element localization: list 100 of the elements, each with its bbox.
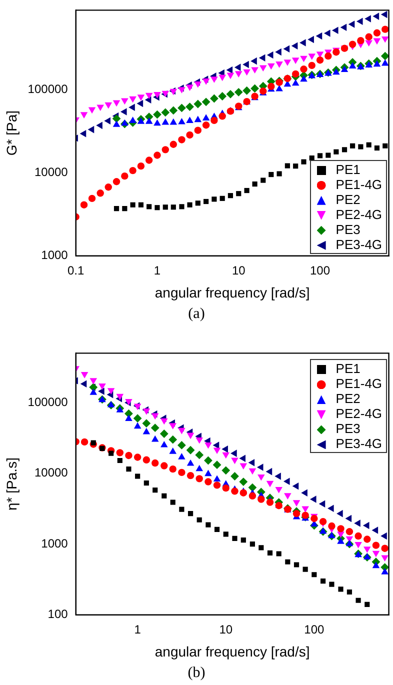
point [342, 147, 348, 152]
point [210, 94, 218, 103]
point [292, 510, 300, 518]
point [337, 532, 344, 538]
point [80, 130, 86, 138]
x-tick-label: 1 [134, 622, 142, 636]
point [284, 163, 290, 168]
point [108, 450, 114, 456]
point [268, 172, 274, 178]
point [114, 206, 120, 212]
point [154, 205, 160, 210]
text: (a) [187, 306, 206, 323]
point [212, 196, 217, 202]
point [283, 478, 290, 486]
point [120, 108, 127, 116]
point [308, 54, 316, 60]
legend-label: PE1 [334, 361, 362, 376]
point [125, 414, 132, 421]
point [324, 30, 330, 37]
point [80, 372, 88, 378]
point [145, 156, 153, 164]
point [194, 81, 202, 88]
point [381, 544, 388, 552]
point [186, 116, 194, 123]
point [104, 184, 112, 191]
point [133, 414, 142, 423]
point [328, 504, 334, 512]
y-tick-label: 1000 [41, 248, 68, 262]
point [240, 538, 246, 543]
point [168, 435, 178, 444]
point [112, 120, 120, 127]
point [112, 100, 120, 107]
point [356, 18, 363, 26]
point [154, 92, 161, 98]
point [96, 122, 102, 130]
point [186, 446, 195, 454]
point [380, 52, 389, 60]
point [204, 442, 212, 449]
point [196, 464, 203, 472]
y-tick-label: 10000 [34, 466, 68, 480]
point [129, 116, 136, 123]
point [222, 446, 228, 453]
point [239, 478, 248, 486]
point [232, 536, 238, 542]
point [329, 582, 334, 587]
point [213, 448, 221, 454]
point [381, 59, 389, 66]
y-tick-label: 10000 [34, 164, 68, 179]
point [80, 380, 87, 388]
point [80, 438, 88, 446]
point [186, 459, 194, 466]
point [308, 62, 316, 70]
point [252, 181, 258, 187]
point [380, 532, 387, 540]
point [210, 76, 218, 83]
point [274, 472, 281, 480]
point [160, 418, 168, 425]
point [204, 478, 212, 486]
point [130, 202, 136, 208]
point [337, 538, 344, 544]
legend-label: PE2 [334, 391, 362, 406]
point [316, 32, 322, 40]
point [218, 92, 227, 100]
y-tick-label: 100000 [28, 394, 68, 409]
point [348, 20, 355, 28]
point [202, 114, 210, 120]
point [128, 104, 135, 112]
point [162, 204, 168, 210]
point [250, 57, 257, 65]
point [354, 532, 362, 540]
point [318, 500, 326, 508]
point [88, 126, 94, 134]
point [256, 464, 264, 471]
point [292, 482, 299, 490]
point [244, 188, 250, 194]
point [162, 118, 170, 125]
point [218, 74, 226, 82]
point [340, 66, 348, 72]
point [98, 388, 104, 395]
point [320, 578, 326, 584]
point [169, 423, 176, 430]
point [121, 98, 128, 105]
point [169, 106, 178, 115]
point [259, 65, 267, 72]
point [365, 40, 372, 46]
point [284, 60, 292, 66]
point [152, 459, 159, 467]
point [112, 178, 120, 186]
x-tick-label: 1 [154, 263, 161, 278]
point [186, 472, 194, 480]
point [291, 42, 298, 50]
point [364, 536, 371, 543]
point [366, 142, 372, 148]
point [144, 480, 149, 486]
point [90, 440, 96, 446]
point [258, 496, 265, 503]
point [204, 198, 209, 204]
point [336, 510, 343, 518]
point [243, 69, 250, 76]
point [179, 506, 184, 512]
